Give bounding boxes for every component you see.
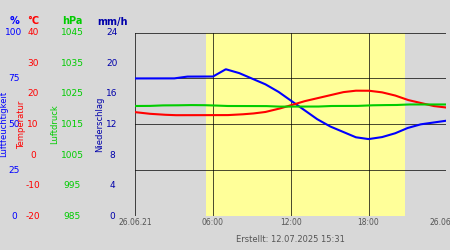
Text: -10: -10 bbox=[26, 181, 40, 190]
Text: 20: 20 bbox=[27, 89, 39, 98]
Text: Niederschlag: Niederschlag bbox=[95, 97, 104, 152]
Text: 0: 0 bbox=[109, 212, 115, 221]
Text: °C: °C bbox=[27, 16, 39, 26]
Text: 75: 75 bbox=[8, 74, 20, 83]
Text: 1045: 1045 bbox=[61, 28, 83, 37]
Text: 50: 50 bbox=[8, 120, 20, 129]
Text: 16: 16 bbox=[106, 89, 118, 98]
Text: 12: 12 bbox=[106, 120, 118, 129]
Bar bbox=[207, 32, 405, 216]
Text: 25: 25 bbox=[8, 166, 20, 175]
Text: 0: 0 bbox=[11, 212, 17, 221]
Text: Temperatur: Temperatur bbox=[18, 100, 27, 148]
Text: 100: 100 bbox=[5, 28, 22, 37]
Text: 1025: 1025 bbox=[61, 89, 83, 98]
Text: mm/h: mm/h bbox=[97, 16, 127, 26]
Text: Luftdruck: Luftdruck bbox=[50, 104, 59, 144]
Text: 4: 4 bbox=[109, 181, 115, 190]
Text: %: % bbox=[9, 16, 19, 26]
Text: 24: 24 bbox=[106, 28, 117, 37]
Text: 40: 40 bbox=[27, 28, 39, 37]
Text: 10: 10 bbox=[27, 120, 39, 129]
Text: Erstellt: 12.07.2025 15:31: Erstellt: 12.07.2025 15:31 bbox=[236, 235, 345, 244]
Text: hPa: hPa bbox=[62, 16, 82, 26]
Text: 8: 8 bbox=[109, 150, 115, 160]
Text: 30: 30 bbox=[27, 58, 39, 68]
Text: Luftfeuchtigkeit: Luftfeuchtigkeit bbox=[0, 91, 9, 158]
Text: 20: 20 bbox=[106, 58, 118, 68]
Text: 0: 0 bbox=[30, 150, 36, 160]
Text: 985: 985 bbox=[63, 212, 81, 221]
Text: 1035: 1035 bbox=[60, 58, 84, 68]
Text: 995: 995 bbox=[63, 181, 81, 190]
Text: 1015: 1015 bbox=[60, 120, 84, 129]
Text: -20: -20 bbox=[26, 212, 40, 221]
Text: 1005: 1005 bbox=[60, 150, 84, 160]
